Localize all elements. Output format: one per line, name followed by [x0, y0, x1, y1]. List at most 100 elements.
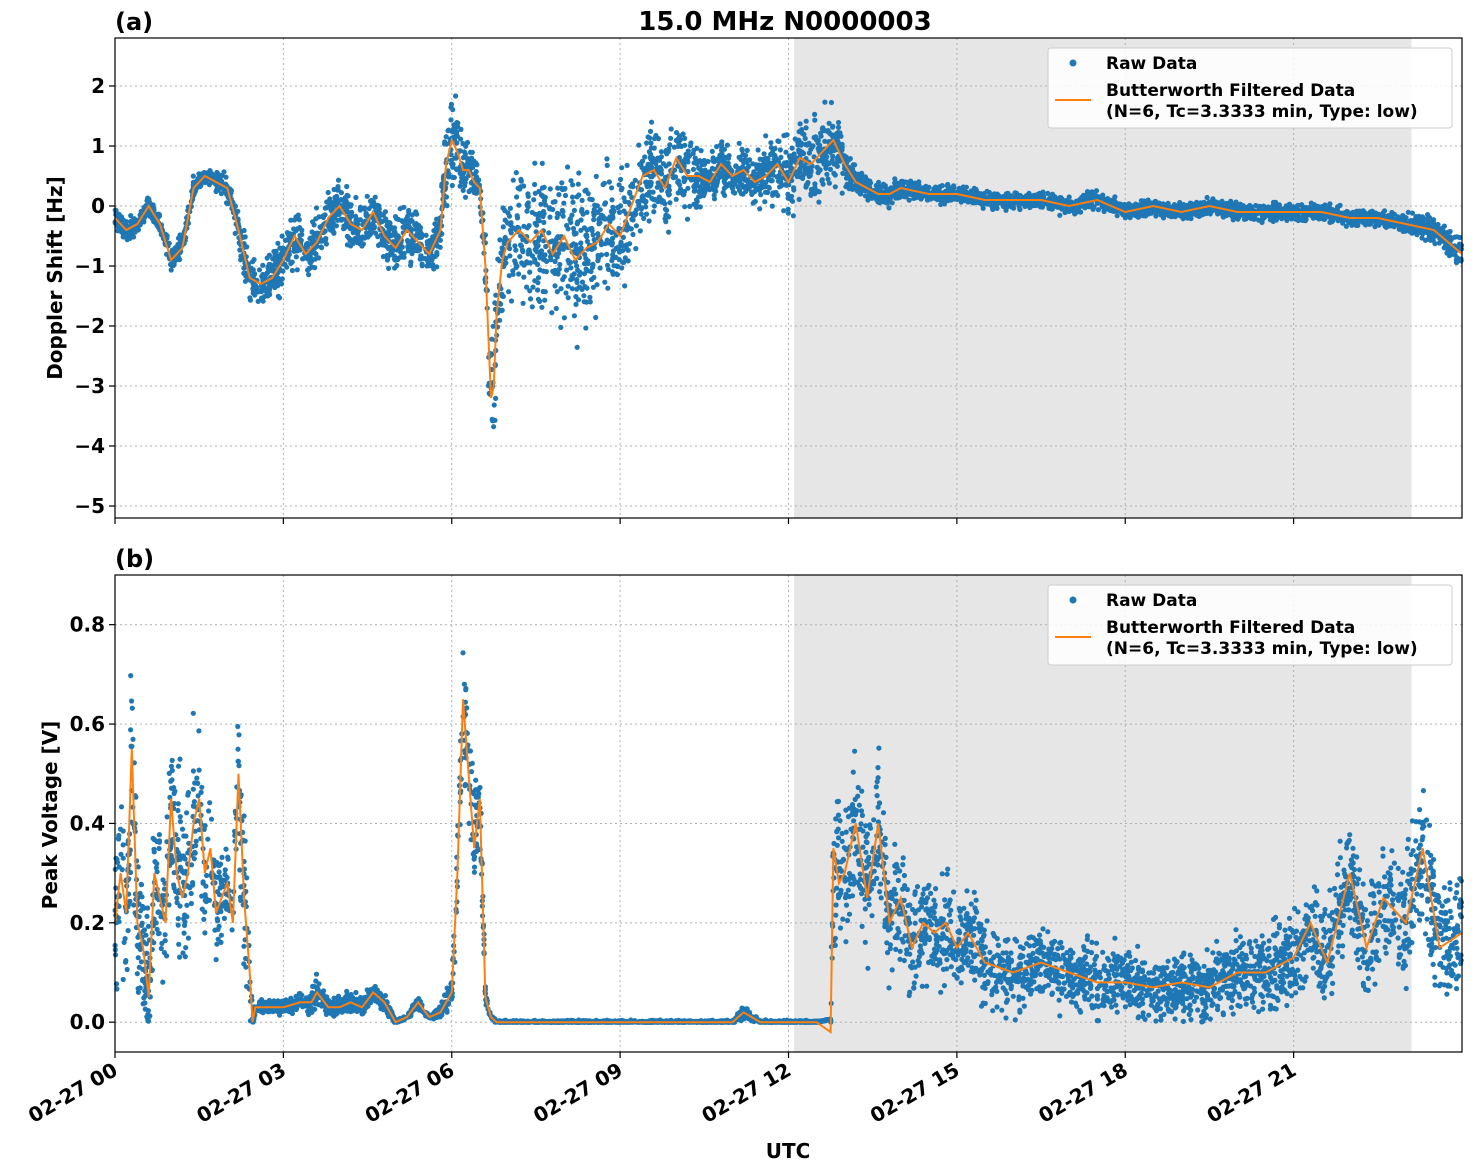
raw-data-point: [335, 177, 342, 183]
raw-data-point: [590, 261, 596, 267]
raw-data-point: [414, 211, 420, 217]
raw-data-point: [818, 133, 824, 139]
raw-data-point: [429, 257, 435, 263]
raw-data-point: [675, 190, 681, 196]
raw-data-point: [507, 246, 513, 252]
raw-data-point: [532, 181, 538, 188]
raw-data-point: [581, 271, 588, 277]
raw-data-point: [468, 155, 475, 161]
raw-data-point: [531, 197, 537, 203]
raw-data-point: [256, 267, 263, 273]
raw-data-point: [529, 304, 535, 310]
raw-data-point: [291, 226, 297, 232]
raw-data-point: [663, 219, 669, 225]
raw-data-point: [535, 280, 541, 286]
raw-data-point: [593, 314, 599, 321]
raw-data-point: [1081, 193, 1087, 199]
raw-data-point: [919, 185, 925, 191]
raw-data-point: [1335, 204, 1341, 210]
raw-data-point: [448, 157, 454, 163]
raw-data-point: [542, 289, 548, 295]
raw-data-point: [565, 226, 571, 232]
raw-data-point: [583, 187, 589, 193]
raw-data-point: [630, 231, 636, 238]
raw-data-point: [512, 258, 518, 264]
raw-data-point: [408, 259, 414, 265]
raw-data-point: [325, 189, 331, 196]
raw-data-point: [450, 107, 456, 113]
raw-data-point: [565, 164, 571, 170]
raw-data-point: [604, 237, 610, 243]
raw-data-point: [300, 256, 306, 262]
raw-data-point: [742, 177, 748, 183]
raw-data-point: [582, 283, 588, 290]
raw-data-point: [1114, 213, 1120, 219]
raw-data-point: [630, 217, 636, 223]
raw-data-point: [835, 119, 842, 126]
raw-data-point: [532, 160, 538, 166]
raw-data-point: [701, 193, 707, 199]
raw-data-point: [878, 199, 884, 205]
raw-data-point: [214, 172, 220, 178]
raw-data-point: [662, 206, 669, 212]
raw-data-point: [419, 261, 425, 267]
raw-data-point: [270, 282, 276, 288]
raw-data-point: [596, 221, 602, 227]
raw-data-point: [535, 275, 542, 281]
raw-data-point: [757, 206, 763, 212]
raw-data-point: [1057, 195, 1063, 201]
raw-data-point: [1258, 206, 1264, 212]
raw-data-point: [625, 258, 631, 264]
raw-data-point: [667, 142, 673, 148]
raw-data-point: [513, 170, 519, 176]
raw-data-point: [799, 130, 805, 136]
raw-data-point: [643, 211, 650, 217]
raw-data-point: [622, 283, 628, 289]
raw-data-point: [1066, 208, 1072, 214]
raw-data-point: [576, 170, 582, 176]
raw-data-point: [589, 228, 595, 234]
raw-data-point: [589, 276, 595, 283]
raw-data-point: [797, 140, 804, 146]
raw-data-point: [595, 231, 601, 237]
raw-data-point: [520, 300, 526, 306]
raw-data-point: [514, 213, 520, 219]
raw-data-point: [754, 164, 760, 170]
raw-data-point: [647, 135, 653, 141]
raw-data-point: [524, 202, 530, 208]
raw-data-point: [1061, 206, 1067, 212]
raw-data-point: [1423, 216, 1430, 222]
raw-data-point: [760, 158, 767, 164]
raw-data-point: [510, 177, 516, 183]
raw-data-point: [512, 243, 518, 249]
raw-data-point: [901, 194, 907, 200]
raw-data-point: [1375, 221, 1381, 227]
raw-data-point: [535, 287, 541, 293]
raw-data-point: [536, 218, 542, 224]
raw-data-point: [758, 192, 764, 198]
raw-data-point: [497, 237, 503, 243]
raw-data-point: [941, 201, 948, 207]
raw-data-point: [763, 133, 769, 139]
raw-data-point: [682, 204, 688, 210]
raw-data-point: [361, 205, 368, 211]
raw-data-point: [332, 201, 338, 208]
raw-data-point: [431, 228, 437, 234]
raw-data-point: [804, 142, 810, 148]
raw-data-point: [823, 163, 829, 169]
raw-data-point: [781, 133, 787, 139]
raw-data-point: [633, 223, 640, 229]
raw-data-point: [460, 187, 466, 193]
raw-data-point: [570, 241, 577, 247]
raw-data-point: [720, 189, 726, 196]
raw-data-point: [1066, 194, 1072, 200]
raw-data-point: [451, 126, 457, 132]
raw-data-point: [815, 166, 822, 172]
raw-data-point: [819, 177, 825, 183]
raw-data-point: [834, 131, 840, 137]
raw-data-point: [215, 185, 221, 191]
raw-data-point: [961, 197, 967, 203]
raw-data-point: [335, 187, 341, 193]
raw-data-point: [791, 185, 797, 191]
raw-data-point: [595, 258, 601, 264]
